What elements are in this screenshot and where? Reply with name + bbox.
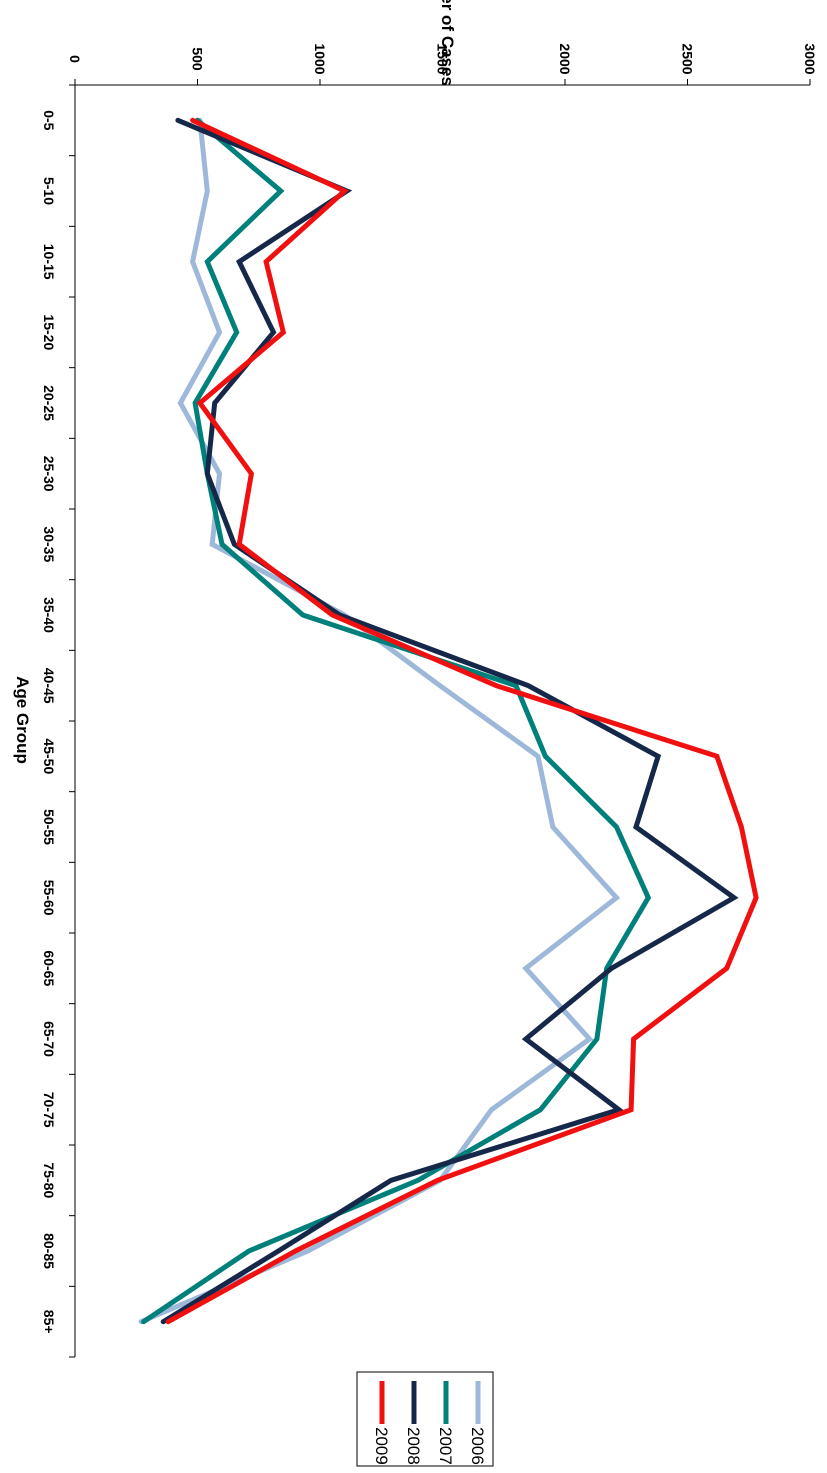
legend-label-2009: 2009: [372, 1427, 391, 1465]
category-tick-label: 10-15: [41, 244, 57, 280]
category-ticks: 0-5 5-10 10-15 15-20 20-25 25-30 30-35 35-40 40-…: [41, 84, 75, 1358]
category-tick-label: 0-5: [41, 110, 57, 130]
category-tick-label: 25-30: [41, 456, 57, 492]
x-axis-title: Age Group: [13, 676, 32, 764]
category-tick-label: 20-25: [41, 385, 57, 421]
series-line-2006: [138, 117, 621, 1325]
value-tick-label: 1500: [435, 43, 451, 74]
series-line-2009: [165, 117, 759, 1325]
category-tick-label: 60-65: [41, 950, 57, 986]
legend-label-2006: 2006: [468, 1427, 487, 1465]
category-tick-label: 15-20: [41, 314, 57, 350]
value-tick-label: 1000: [312, 43, 328, 74]
category-tick-label: 35-40: [41, 597, 57, 633]
value-tick-label: 0: [67, 55, 83, 63]
category-tick-label: 55-60: [41, 880, 57, 916]
category-tick-label: 70-75: [41, 1092, 57, 1128]
value-tick-label: 3000: [802, 43, 818, 74]
category-tick-label: 50-55: [41, 809, 57, 845]
series-line-2007: [141, 117, 652, 1325]
category-tick-label: 5-10: [41, 177, 57, 205]
category-tick-label: 30-35: [41, 526, 57, 562]
category-tick-label: 85+: [41, 1310, 57, 1334]
legend-label-2007: 2007: [436, 1427, 455, 1465]
value-tick-label: 500: [190, 47, 206, 71]
y-axis-title: Number of Cases: [438, 0, 457, 86]
value-tick-label: 2500: [680, 43, 696, 74]
category-tick-label: 75-80: [41, 1162, 57, 1198]
category-tick-label: 45-50: [41, 738, 57, 774]
category-tick-label: 65-70: [41, 1021, 57, 1057]
series-line-2008: [160, 117, 739, 1325]
value-tick-label: 2000: [557, 43, 573, 74]
series-lines: [138, 117, 759, 1325]
value-ticks: 0 500 1000 1500 2000 2500 3000: [67, 43, 818, 85]
legend: 2006 2007 2008 2009: [356, 1371, 494, 1467]
category-tick-label: 80-85: [41, 1233, 57, 1269]
legend-label-2008: 2008: [404, 1427, 423, 1465]
category-tick-label: 40-45: [41, 668, 57, 704]
